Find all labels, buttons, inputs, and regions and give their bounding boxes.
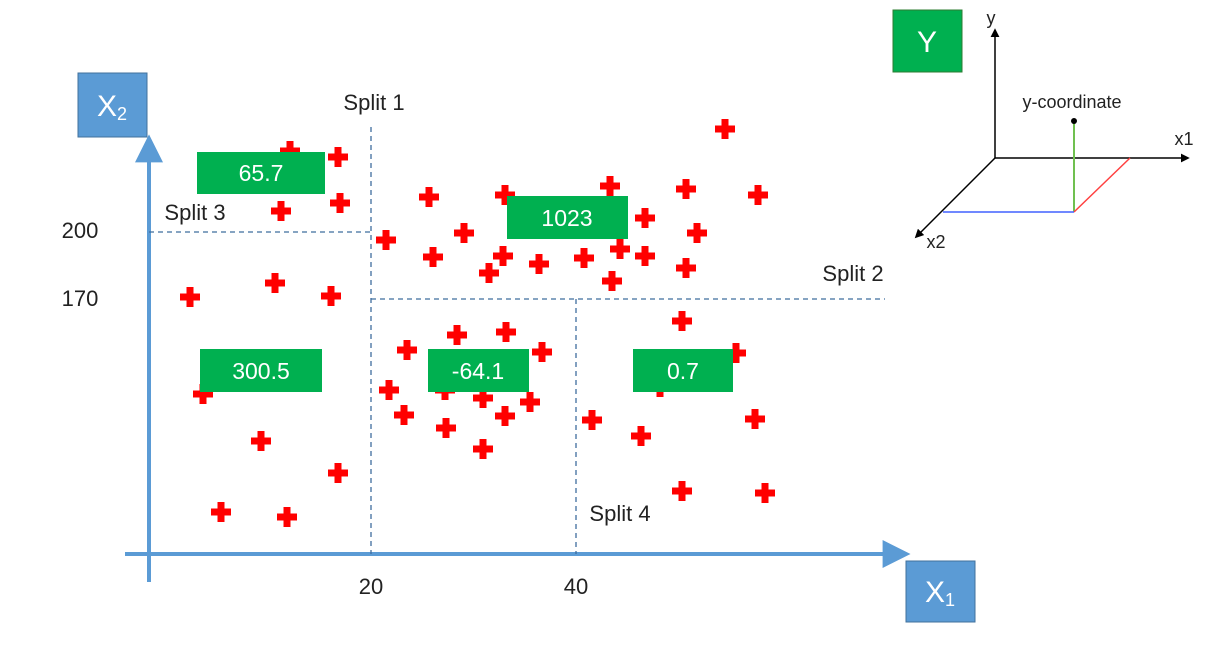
plus-marker-icon xyxy=(251,431,271,451)
region-value-300-5: 300.5 xyxy=(200,349,322,392)
plus-marker-icon xyxy=(672,481,692,501)
plus-marker-icon xyxy=(495,406,515,426)
plus-marker-icon xyxy=(423,247,443,267)
inset-x2-axis xyxy=(914,157,996,239)
plus-marker-icon xyxy=(180,287,200,307)
plus-marker-icon xyxy=(529,254,549,274)
scatter-markers xyxy=(180,119,775,527)
plus-marker-icon xyxy=(610,239,630,259)
inset-axis-x1-label: x1 xyxy=(1174,129,1193,149)
region-value-300-5-text: 300.5 xyxy=(232,358,290,384)
svg-text:X1: X1 xyxy=(925,576,955,610)
region-value-1023: 1023 xyxy=(507,196,628,239)
region-value-0-7-text: 0.7 xyxy=(667,358,699,384)
inset-axis-y-label: y xyxy=(987,8,996,28)
region-value-0-7: 0.7 xyxy=(633,349,733,392)
plus-marker-icon xyxy=(635,208,655,228)
plus-marker-icon xyxy=(321,286,341,306)
plus-marker-icon xyxy=(473,439,493,459)
plus-marker-icon xyxy=(271,201,291,221)
plus-marker-icon xyxy=(280,141,300,161)
x-tick-20: 20 xyxy=(359,574,383,599)
plus-marker-icon xyxy=(582,410,602,430)
x2-axis-label: X xyxy=(97,90,117,123)
region-value-65-7: 65.7 xyxy=(197,152,325,194)
plus-marker-icon xyxy=(454,223,474,243)
plus-marker-icon xyxy=(676,258,696,278)
plus-marker-icon xyxy=(672,311,692,331)
plus-marker-icon xyxy=(330,193,350,213)
plus-marker-icon xyxy=(328,147,348,167)
plus-marker-icon xyxy=(726,343,746,363)
split-1-label: Split 1 xyxy=(343,90,404,115)
main-axes xyxy=(125,134,911,582)
plus-marker-icon xyxy=(602,271,622,291)
x2-axis-label-subscript: 2 xyxy=(117,104,127,124)
inset-point-label: y-coordinate xyxy=(1022,92,1121,112)
x2-axis-label-box: X2 xyxy=(77,72,148,138)
plus-marker-icon xyxy=(600,176,620,196)
inset-red-line xyxy=(1073,157,1131,213)
plus-marker-icon xyxy=(755,483,775,503)
plus-marker-icon xyxy=(631,426,651,446)
target-y-label-box: Y xyxy=(892,9,963,73)
plus-marker-icon xyxy=(496,322,516,342)
region-value-1023-text: 1023 xyxy=(541,205,592,231)
plus-marker-icon xyxy=(397,340,417,360)
plus-marker-icon xyxy=(211,502,231,522)
x1-axis-label: X xyxy=(925,576,945,609)
plus-marker-icon xyxy=(748,185,768,205)
plus-marker-icon xyxy=(479,263,499,283)
plus-marker-icon xyxy=(473,388,493,408)
split-2-label: Split 2 xyxy=(822,261,883,286)
target-y-label: Y xyxy=(917,26,937,59)
plus-marker-icon xyxy=(265,273,285,293)
x-tick-40: 40 xyxy=(564,574,588,599)
split-lines xyxy=(149,127,885,554)
plus-marker-icon xyxy=(495,185,515,205)
plus-marker-icon xyxy=(574,248,594,268)
x1-axis-label-box: X1 xyxy=(905,560,976,623)
plus-marker-icon xyxy=(419,187,439,207)
y-tick-170: 170 xyxy=(62,286,99,311)
plus-marker-icon xyxy=(328,463,348,483)
plus-marker-icon xyxy=(493,246,513,266)
svg-text:X2: X2 xyxy=(97,90,127,124)
plus-marker-icon xyxy=(745,409,765,429)
plus-marker-icon xyxy=(687,223,707,243)
plus-marker-icon xyxy=(635,246,655,266)
y-tick-200: 200 xyxy=(62,218,99,243)
region-value-neg-64-1-text: -64.1 xyxy=(452,358,504,384)
split-4-label: Split 4 xyxy=(589,501,650,526)
plus-marker-icon xyxy=(520,392,540,412)
inset-axis-x2-label: x2 xyxy=(926,232,945,252)
inset-point xyxy=(1071,118,1077,124)
plus-marker-icon xyxy=(447,325,467,345)
plus-marker-icon xyxy=(376,230,396,250)
plus-marker-icon xyxy=(532,342,552,362)
plus-marker-icon xyxy=(193,384,213,404)
region-value-65-7-text: 65.7 xyxy=(239,160,284,186)
plus-marker-icon xyxy=(394,405,414,425)
plus-marker-icon xyxy=(277,507,297,527)
region-value-neg-64-1: -64.1 xyxy=(428,349,529,392)
split-3-label: Split 3 xyxy=(164,200,225,225)
x1-axis-label-subscript: 1 xyxy=(945,590,955,610)
plus-marker-icon xyxy=(379,380,399,400)
plus-marker-icon xyxy=(676,179,696,199)
plus-marker-icon xyxy=(715,119,735,139)
coordinate-inset: y x1 x2 y-coordinate xyxy=(914,8,1194,252)
plus-marker-icon xyxy=(436,418,456,438)
